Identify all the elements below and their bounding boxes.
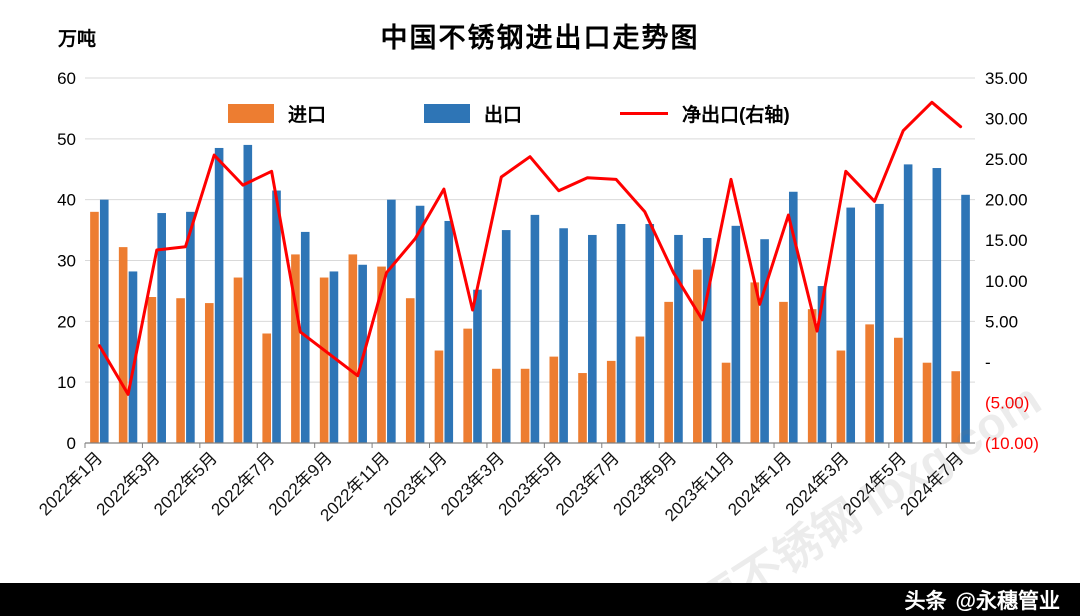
right-axis-tick-label: 15.00 [985, 231, 1028, 250]
bar-import [348, 254, 358, 443]
left-axis-tick-label: 30 [57, 252, 76, 271]
chart-legend: 进口 出口 净出口(右轴) [228, 100, 790, 127]
import-swatch [228, 104, 274, 123]
right-axis-tick-label: 30.00 [985, 110, 1028, 129]
bar-import [578, 373, 587, 443]
footer-brand: 头条 [904, 589, 947, 613]
bar-import [807, 309, 817, 443]
bar-export [243, 144, 253, 443]
bar-export [157, 213, 166, 443]
right-axis-tick-label: 20.00 [985, 191, 1028, 210]
right-axis-tick-label: (10.00) [985, 434, 1039, 453]
bar-export [186, 211, 195, 443]
bar-import [865, 324, 874, 443]
footer-handle: @永穗管业 [955, 589, 1060, 613]
bar-export [817, 286, 827, 443]
bar-import [463, 328, 472, 443]
bar-export [501, 230, 511, 443]
chart-title: 中国不锈钢进出口走势图 [380, 23, 700, 53]
bar-import [664, 301, 673, 443]
bar-import [176, 298, 185, 443]
right-axis-tick-label: 35.00 [985, 69, 1028, 88]
left-axis-unit-label: 万吨 [58, 29, 97, 50]
bar-import [291, 254, 300, 443]
bar-import [606, 360, 616, 443]
bar-export [846, 207, 856, 443]
footer-bar: 头条 @永穗管业 [0, 583, 1080, 616]
bar-import [118, 247, 128, 443]
export-swatch [424, 104, 471, 123]
bar-export [387, 199, 396, 443]
bar-export [128, 271, 138, 443]
left-axis-tick-label: 40 [57, 191, 76, 210]
bar-import [492, 368, 501, 443]
bar-export [932, 168, 942, 444]
right-axis-tick-label: - [985, 353, 991, 372]
bar-export [272, 190, 281, 443]
combo-chart: 0 10 20 30 40 50 60 35.00 30.00 25.00 20.00 15.00 10… [35, 69, 1039, 525]
bar-export [214, 147, 224, 444]
legend-item-net-export: 净出口(右轴) [620, 100, 790, 127]
bar-import [377, 266, 386, 443]
legend-item-export: 出口 [424, 100, 522, 127]
bar-import [836, 350, 846, 443]
bar-import [90, 211, 99, 443]
bar-import [233, 277, 243, 443]
bar-import [520, 368, 530, 443]
legend-net-export-label: 净出口(右轴) [682, 105, 790, 126]
bar-export [588, 234, 597, 443]
left-axis-tick-label: 0 [67, 434, 76, 453]
right-axis-tick-label: 10.00 [985, 272, 1028, 291]
bar-import [894, 337, 903, 443]
right-axis-tick-label: 25.00 [985, 150, 1028, 169]
bar-import [922, 362, 932, 443]
bar-export [702, 237, 712, 443]
right-axis-tick-label: (5.00) [985, 393, 1029, 412]
bar-export [903, 164, 913, 443]
bar-import [262, 333, 272, 443]
bar-export [731, 225, 741, 443]
bar-export [444, 220, 454, 443]
left-axis-tick-label: 50 [57, 130, 76, 149]
bar-export [473, 289, 482, 443]
bar-import [693, 269, 702, 443]
bar-export [99, 199, 109, 443]
bar-import [750, 282, 760, 443]
bar-import [549, 356, 559, 443]
bar-import [721, 362, 731, 443]
left-axis-tick-label: 20 [57, 312, 76, 331]
bar-export [530, 214, 540, 443]
bar-import [635, 336, 645, 443]
bar-export [875, 203, 884, 443]
net-export-line [97, 100, 963, 396]
bar-export [674, 234, 683, 443]
bar-import [319, 277, 329, 443]
bar-export [961, 194, 970, 443]
bar-import [951, 371, 961, 443]
bar-export [559, 228, 568, 443]
left-axis-tick-label: 60 [57, 69, 76, 88]
bar-import [405, 298, 415, 443]
bar-import [434, 350, 444, 443]
legend-export-label: 出口 [484, 105, 523, 126]
net-export-swatch [620, 112, 669, 115]
bar-import [147, 297, 157, 443]
legend-item-import: 进口 [228, 100, 326, 127]
legend-import-label: 进口 [288, 105, 327, 126]
left-axis-tick-label: 10 [57, 373, 76, 392]
right-axis-tick-label: 5.00 [985, 312, 1018, 331]
bar-export [616, 224, 626, 443]
bar-export [645, 224, 655, 443]
bar-import [779, 301, 788, 443]
bar-export [760, 239, 769, 443]
bar-import [204, 303, 214, 443]
bar-export [415, 205, 425, 443]
bar-export [788, 191, 798, 443]
